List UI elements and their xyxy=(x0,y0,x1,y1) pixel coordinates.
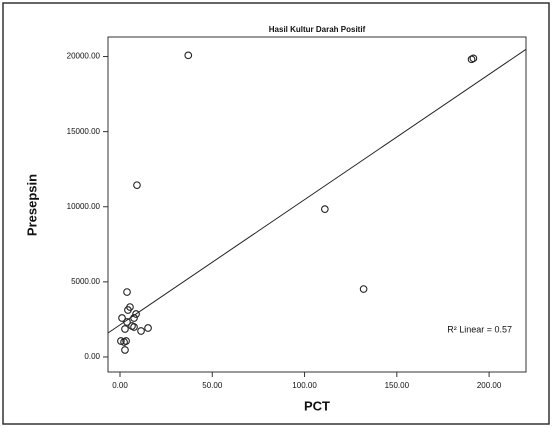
point xyxy=(184,51,193,60)
y-tick-label: 5000.00 xyxy=(71,277,100,286)
plot-area xyxy=(107,36,527,373)
fit-line xyxy=(107,48,527,334)
point xyxy=(121,325,129,333)
point xyxy=(132,310,140,318)
annotation: R² Linear = 0.57 xyxy=(447,324,512,334)
y-tick-label: 20000.00 xyxy=(67,52,101,61)
point xyxy=(359,285,368,293)
point xyxy=(130,314,138,322)
point xyxy=(130,323,138,331)
point xyxy=(124,306,132,314)
y-axis-label: Presepsin xyxy=(24,174,39,236)
y-tick-label: 15000.00 xyxy=(67,127,101,136)
point xyxy=(123,288,131,296)
point xyxy=(117,337,125,345)
x-tick-label: 0.00 xyxy=(112,381,128,390)
point xyxy=(133,181,141,190)
x-tick-label: 100.00 xyxy=(292,381,317,390)
y-tick-label: 0.00 xyxy=(84,352,100,361)
x-tick-label: 200.00 xyxy=(477,381,502,390)
point xyxy=(144,324,152,332)
point xyxy=(121,346,129,354)
point xyxy=(120,338,128,346)
point xyxy=(118,314,126,322)
x-tick-label: 50.00 xyxy=(202,381,223,390)
point xyxy=(320,205,329,214)
chart-title: Hasil Kultur Darah Positif xyxy=(269,25,366,34)
point xyxy=(469,54,478,63)
x-axis-label: PCT xyxy=(304,398,330,413)
x-tick-label: 150.00 xyxy=(385,381,410,390)
point xyxy=(137,327,145,335)
y-tick-label: 10000.00 xyxy=(67,202,101,211)
point xyxy=(123,318,131,326)
